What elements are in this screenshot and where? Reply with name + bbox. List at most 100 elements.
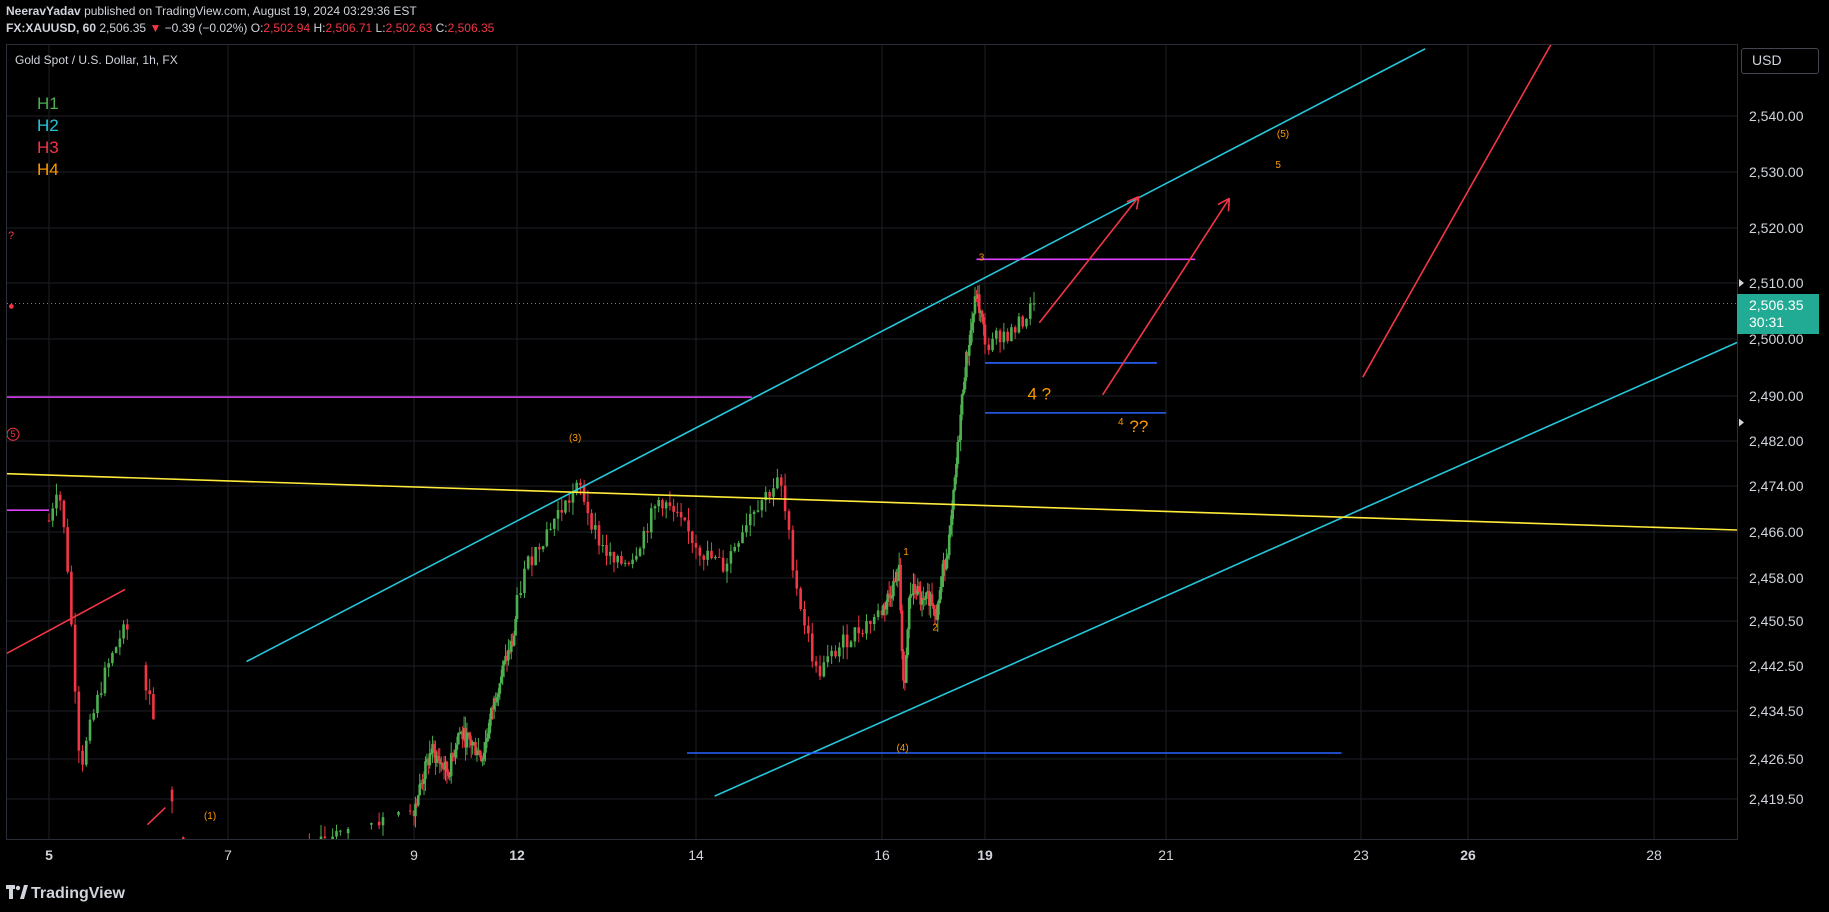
candle-body: [795, 570, 799, 589]
candle-body: [47, 520, 51, 522]
candle-body: [865, 621, 868, 634]
price-tick-label: 2,530.00: [1749, 164, 1804, 180]
candle-body: [917, 586, 921, 593]
candle-body: [963, 377, 967, 390]
candle-body: [111, 652, 114, 664]
candle-body: [414, 803, 417, 817]
candle-body: [508, 649, 512, 652]
candle-body: [55, 494, 58, 509]
candle-body: [474, 742, 477, 755]
candle-body: [66, 527, 69, 572]
candle-body: [927, 591, 931, 606]
bar-countdown: 30:31: [1749, 314, 1785, 330]
candle-body: [741, 532, 744, 544]
candle-body: [779, 477, 783, 486]
candle-body: [710, 550, 713, 559]
candle-body: [947, 534, 951, 556]
candle-body: [439, 763, 443, 765]
date-tick-label: 12: [509, 847, 525, 863]
candle-body: [834, 650, 837, 657]
candle-body: [926, 591, 930, 593]
price-tick-label: 2,520.00: [1749, 220, 1804, 236]
price-tick-label: 2,510.00: [1749, 275, 1804, 291]
currency-button[interactable]: USD: [1741, 48, 1819, 74]
candle-body: [950, 509, 954, 526]
red-trend-line: [146, 806, 166, 826]
candle-body: [608, 551, 612, 556]
candle-body: [957, 440, 961, 442]
candle-body: [706, 550, 709, 560]
open-label: O:: [250, 21, 264, 35]
candle-body: [475, 754, 479, 756]
candle-body: [495, 697, 499, 703]
candle-body: [903, 680, 907, 683]
candle-body: [845, 634, 849, 648]
candle-body: [590, 513, 593, 530]
wave-label: 5: [1275, 160, 1281, 171]
candle-body: [103, 667, 107, 694]
date-tick-label: 19: [977, 847, 993, 863]
candle-body: [876, 610, 880, 617]
candle-body: [620, 556, 623, 564]
channel-upper-line: [246, 48, 1426, 663]
wave-label: 3: [979, 252, 985, 263]
candle-body: [906, 629, 910, 656]
candle-body: [424, 761, 427, 780]
left-edge-marker: ?: [8, 230, 14, 242]
candle-body: [900, 610, 904, 652]
candle-body: [579, 482, 582, 485]
candle-body: [698, 547, 702, 556]
candle-body: [799, 588, 802, 610]
candle-body: [987, 344, 991, 351]
candle-body: [556, 510, 560, 519]
candle-body: [445, 761, 449, 773]
candle-body: [308, 846, 311, 848]
candle-body: [960, 394, 964, 415]
candle-body: [896, 571, 900, 582]
candle-body: [339, 830, 342, 832]
candle-body: [995, 330, 998, 339]
forecast-arrow-head: [1126, 195, 1140, 203]
candle-body: [1028, 303, 1032, 319]
candle-body: [764, 492, 768, 501]
candle-body: [541, 546, 545, 550]
candle-body: [381, 817, 385, 826]
candle-body: [826, 656, 830, 663]
candle-body: [912, 584, 915, 595]
price-tick-label: 2,419.50: [1749, 791, 1804, 807]
wave-label: (4): [896, 743, 908, 754]
candle-body: [729, 551, 733, 564]
candle-body: [884, 601, 888, 610]
chart-title: Gold Spot / U.S. Dollar, 1h, FX: [15, 53, 178, 67]
candle-body: [962, 389, 965, 395]
candle-body: [526, 556, 530, 569]
candle-body: [454, 749, 457, 758]
candle-body: [899, 564, 902, 611]
candle-body: [937, 599, 941, 604]
tradingview-logo[interactable]: TradingView: [6, 885, 125, 903]
candle-body: [189, 856, 192, 857]
candle-body: [623, 562, 627, 564]
wave-4-label: 4 ?: [1027, 384, 1051, 403]
candle-body: [929, 594, 932, 606]
candle-body: [945, 558, 948, 570]
candle-body: [969, 330, 972, 346]
candle-body: [597, 525, 601, 546]
high-label: H:: [313, 21, 326, 35]
candle-body: [431, 743, 434, 753]
candle-body: [959, 414, 962, 441]
candle-body: [915, 592, 918, 595]
author-name[interactable]: NeeravYadav: [6, 4, 81, 18]
candle-body: [564, 500, 567, 513]
candle-body: [807, 625, 810, 634]
candle-body: [148, 690, 151, 695]
candle-body: [631, 559, 634, 565]
candle-body: [416, 795, 420, 806]
candle-body: [346, 828, 350, 834]
candle-body: [70, 571, 73, 625]
candle-body: [273, 858, 276, 865]
candle-body: [509, 640, 513, 652]
candle-body: [905, 655, 908, 683]
candle-body: [519, 593, 523, 596]
